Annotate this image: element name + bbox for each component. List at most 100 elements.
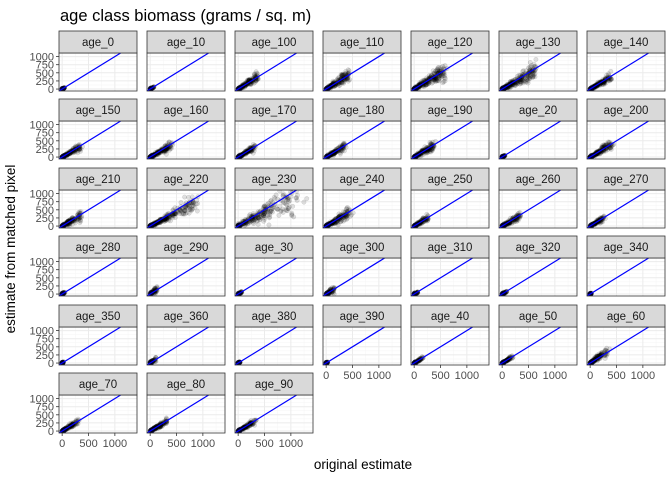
data-point bbox=[182, 194, 187, 200]
y-tick-label: 1000 bbox=[30, 326, 54, 338]
data-point bbox=[426, 81, 431, 87]
data-point bbox=[277, 190, 283, 194]
facet-age_360: age_360 bbox=[146, 304, 226, 366]
data-point bbox=[250, 211, 256, 216]
data-point bbox=[339, 72, 344, 78]
data-point bbox=[341, 140, 347, 146]
y-tick-label: 500 bbox=[36, 342, 54, 354]
strip-background bbox=[410, 235, 490, 259]
strip-background bbox=[234, 30, 314, 54]
data-point bbox=[295, 192, 300, 198]
data-point bbox=[270, 205, 276, 211]
strip-label: age_20 bbox=[519, 105, 557, 117]
identity-line bbox=[147, 327, 209, 365]
data-point bbox=[161, 219, 167, 224]
panel-background bbox=[147, 258, 225, 296]
data-point bbox=[342, 148, 347, 154]
panel-background bbox=[147, 53, 225, 91]
data-point bbox=[76, 216, 82, 222]
identity-line bbox=[587, 258, 649, 296]
data-point bbox=[441, 71, 447, 77]
strip-background bbox=[234, 167, 314, 191]
data-point bbox=[432, 76, 438, 82]
data-point bbox=[267, 210, 273, 216]
data-point bbox=[273, 192, 279, 198]
points-group bbox=[499, 258, 561, 296]
data-point bbox=[533, 56, 539, 62]
strip-background bbox=[586, 98, 666, 122]
data-point bbox=[166, 217, 172, 223]
data-point bbox=[523, 79, 529, 85]
strip-label: age_10 bbox=[167, 37, 205, 49]
data-point bbox=[289, 210, 295, 216]
data-point bbox=[269, 206, 275, 212]
points-group bbox=[59, 258, 121, 296]
data-point bbox=[167, 214, 173, 220]
data-point bbox=[523, 79, 529, 84]
strip-label: age_310 bbox=[428, 242, 473, 254]
data-point bbox=[435, 68, 440, 74]
data-point bbox=[509, 220, 515, 226]
data-point bbox=[183, 205, 189, 210]
strip-background bbox=[322, 235, 402, 259]
identity-line bbox=[411, 327, 473, 365]
data-point bbox=[424, 211, 430, 217]
data-point bbox=[601, 82, 607, 87]
data-point bbox=[162, 149, 167, 155]
strip-background bbox=[586, 30, 666, 54]
data-point bbox=[173, 211, 179, 217]
facet-age_340: age_340 bbox=[586, 235, 666, 297]
points-group bbox=[235, 121, 297, 159]
data-point bbox=[270, 209, 275, 215]
data-point bbox=[248, 218, 254, 224]
data-point bbox=[528, 64, 534, 70]
data-point bbox=[285, 197, 291, 202]
strip-background bbox=[498, 167, 578, 191]
identity-line bbox=[235, 327, 297, 365]
data-point bbox=[335, 222, 341, 228]
strip-background bbox=[498, 304, 578, 328]
data-point bbox=[76, 210, 81, 216]
data-point bbox=[280, 206, 285, 212]
points-group bbox=[587, 327, 649, 365]
y-tick-label: 250 bbox=[36, 281, 54, 293]
data-point bbox=[261, 213, 266, 218]
data-point bbox=[256, 215, 261, 221]
data-point bbox=[181, 210, 187, 216]
data-point bbox=[515, 79, 521, 85]
data-point bbox=[173, 211, 178, 217]
data-point bbox=[339, 72, 345, 78]
data-point bbox=[280, 191, 286, 197]
data-point bbox=[338, 219, 344, 225]
data-point bbox=[286, 199, 291, 205]
data-point bbox=[250, 141, 256, 147]
points-group bbox=[587, 121, 649, 159]
data-point bbox=[524, 75, 530, 81]
panel-background bbox=[323, 327, 401, 365]
data-point bbox=[522, 76, 528, 81]
data-point bbox=[343, 214, 349, 220]
data-point bbox=[288, 194, 294, 199]
data-point bbox=[525, 73, 531, 79]
data-point bbox=[340, 72, 346, 78]
facet-age_190: age_190 bbox=[410, 98, 490, 160]
y-tick-label: 1000 bbox=[30, 120, 54, 132]
data-point bbox=[162, 218, 168, 224]
data-point bbox=[251, 221, 257, 227]
identity-line bbox=[59, 258, 121, 296]
data-point bbox=[262, 215, 268, 220]
data-point bbox=[69, 221, 75, 227]
data-point bbox=[525, 80, 531, 86]
panel-background bbox=[323, 53, 401, 91]
y-tick-label: 250 bbox=[36, 213, 54, 225]
data-point bbox=[521, 80, 526, 86]
data-point bbox=[428, 147, 434, 152]
data-point bbox=[160, 149, 166, 155]
data-point bbox=[439, 73, 445, 79]
data-point bbox=[243, 222, 248, 228]
data-point bbox=[192, 204, 198, 210]
data-point bbox=[276, 212, 282, 218]
data-point bbox=[593, 353, 599, 359]
data-point bbox=[187, 205, 193, 211]
